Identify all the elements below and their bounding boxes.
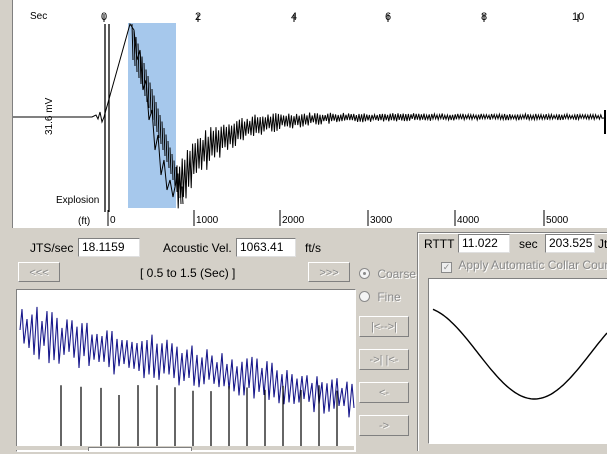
fine-option[interactable]: Fine — [359, 290, 401, 304]
coarse-label: Coarse — [377, 267, 417, 281]
jts-label: JTS/sec — [30, 241, 74, 255]
curve-plot-panel[interactable] — [428, 278, 607, 444]
rttt-unit: sec — [519, 237, 538, 251]
main-plot[interactable]: Sec 0 2 4 6 8 10 31.6 mV Explosion (ft) — [12, 0, 607, 228]
depth-tick-3000: 3000 — [370, 215, 393, 226]
y-axis-label: 31.6 mV — [44, 97, 55, 135]
rttt-depth-field[interactable]: 203.525 — [545, 234, 595, 253]
acoustic-vel-label: Acoustic Vel. — [163, 241, 232, 255]
shift-right-button[interactable]: -> — [359, 415, 409, 436]
jts-field[interactable]: 18.1159 — [78, 238, 140, 257]
zoom-plot-panel[interactable] — [16, 289, 356, 452]
prev-window-button[interactable]: <<< — [18, 262, 60, 282]
rttt-depth-unit: Jt — [598, 237, 607, 251]
auto-collar-option[interactable]: ✓ Apply Automatic Collar Count — [441, 258, 607, 273]
acoustic-unit: ft/s — [305, 241, 322, 255]
explosion-label: Explosion — [56, 195, 99, 206]
zoom-plot — [19, 306, 355, 448]
time-tick-4: 4 — [291, 11, 297, 23]
shift-left-button[interactable]: <- — [359, 382, 409, 403]
window-range-label: [ 0.5 to 1.5 (Sec) ] — [140, 266, 236, 280]
contract-button[interactable]: ->| |<- — [359, 349, 409, 370]
sec-label: Sec — [30, 11, 47, 22]
expand-button[interactable]: |<-->| — [359, 316, 409, 337]
depth-axis — [107, 210, 545, 226]
auto-collar-checkbox[interactable]: ✓ — [441, 262, 452, 273]
zoom-trace — [19, 306, 355, 418]
left-frame — [0, 0, 13, 228]
main-plot-panel[interactable]: Sec 0 2 4 6 8 10 31.6 mV Explosion (ft) — [12, 0, 607, 228]
coarse-option[interactable]: Coarse — [359, 267, 416, 281]
time-tick-8: 8 — [481, 11, 487, 23]
acoustic-trace — [12, 22, 605, 209]
time-axis — [103, 14, 579, 22]
ft-label: (ft) — [78, 216, 90, 227]
time-tick-10: 10 — [572, 11, 584, 23]
time-tick-2: 2 — [195, 11, 201, 23]
coarse-radio[interactable] — [359, 268, 370, 279]
depth-tick-0: 0 — [110, 215, 116, 226]
auto-collar-label: Apply Automatic Collar Count — [458, 258, 607, 272]
depth-tick-4000: 4000 — [457, 215, 480, 226]
rttt-field[interactable]: 11.022 — [458, 234, 510, 253]
collar-markers — [60, 385, 338, 448]
depth-tick-2000: 2000 — [282, 215, 305, 226]
acoustic-vel-field[interactable]: 1063.41 — [236, 238, 296, 257]
next-window-button[interactable]: >>> — [308, 262, 350, 282]
fine-label: Fine — [377, 290, 401, 304]
depth-tick-5000: 5000 — [546, 215, 569, 226]
fine-radio[interactable] — [359, 291, 370, 302]
curve-trace — [432, 308, 607, 400]
acoustic-trace-envelope — [131, 23, 184, 205]
time-tick-0: 0 — [101, 11, 107, 23]
rttt-label: RTTT — [424, 237, 455, 251]
zoom-scroll-field[interactable] — [88, 447, 192, 451]
explosion-marker — [104, 24, 110, 212]
depth-tick-1000: 1000 — [196, 215, 219, 226]
bottom-partial-option[interactable] — [441, 446, 607, 450]
curve-plot — [432, 308, 607, 400]
rttt-group — [417, 232, 607, 451]
time-tick-6: 6 — [385, 11, 391, 23]
